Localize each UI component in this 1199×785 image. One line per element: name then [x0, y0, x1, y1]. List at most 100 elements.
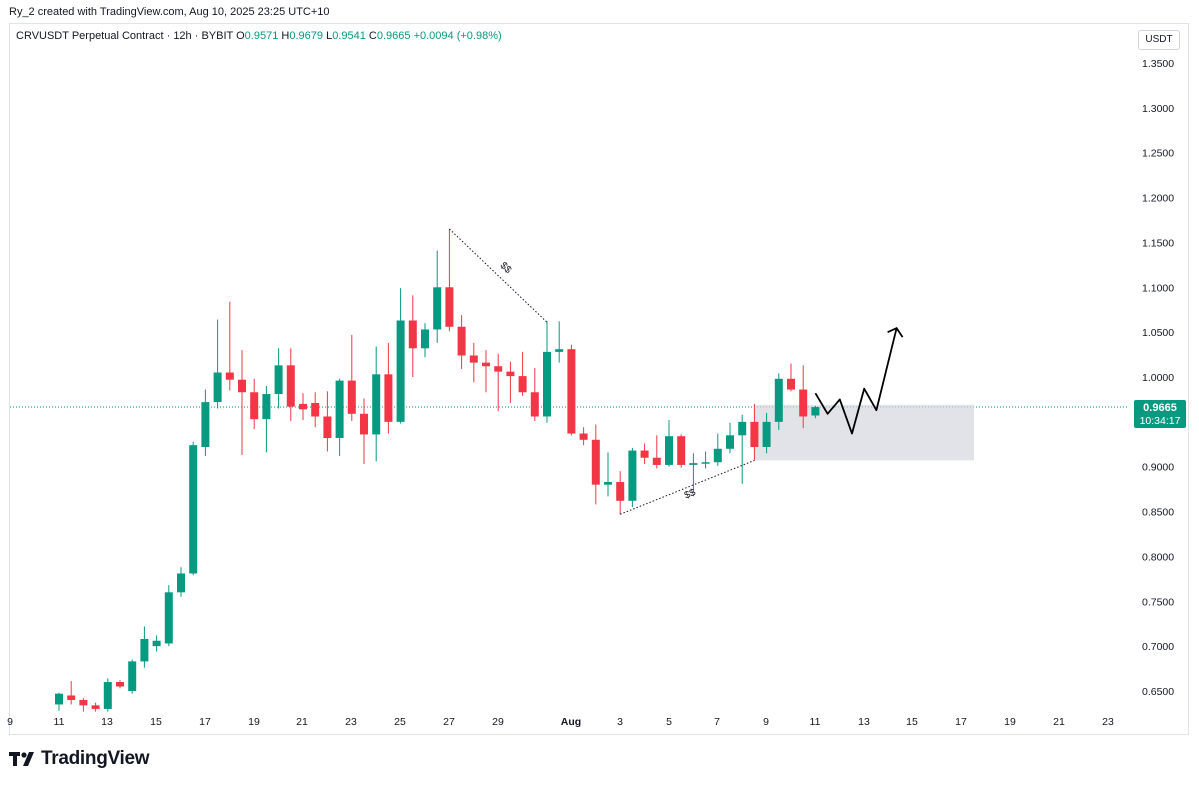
- x-tick-label: 19: [248, 716, 260, 728]
- low-label: L: [326, 30, 333, 42]
- candle-body[interactable]: [506, 371, 515, 377]
- y-tick-label: 0.8500: [1142, 507, 1174, 519]
- chart-credit: Ry_2 created with TradingView.com, Aug 1…: [9, 6, 330, 18]
- x-tick-label: 21: [296, 716, 308, 728]
- symbol-label[interactable]: CRVUSDT Perpetual Contract · 12h · BYBIT: [16, 30, 234, 42]
- candle-body[interactable]: [616, 481, 625, 501]
- candle-body[interactable]: [494, 366, 503, 372]
- candle-body[interactable]: [152, 640, 161, 647]
- candle-body[interactable]: [128, 661, 137, 691]
- last-price-tag: [1134, 400, 1186, 429]
- y-tick-label: 1.3500: [1142, 58, 1174, 70]
- x-tick-label: 11: [810, 716, 821, 728]
- candle-body[interactable]: [445, 287, 454, 327]
- x-tick-label: 5: [666, 716, 672, 728]
- candle-body[interactable]: [189, 445, 198, 574]
- x-tick-label: 23: [345, 716, 357, 728]
- liquidity-line[interactable]: [620, 459, 755, 515]
- candle-body[interactable]: [579, 433, 588, 440]
- open-label: O: [236, 30, 245, 42]
- candle-body[interactable]: [604, 481, 612, 485]
- projection-path[interactable]: [814, 327, 898, 435]
- candle-body[interactable]: [652, 457, 661, 465]
- x-tick-label: 11: [54, 716, 65, 728]
- candle-body[interactable]: [140, 638, 149, 662]
- x-tick-label: 29: [492, 716, 504, 728]
- candle-body[interactable]: [469, 355, 478, 363]
- candle-body[interactable]: [347, 380, 356, 414]
- candle-body[interactable]: [677, 436, 686, 465]
- brand-name: TradingView: [41, 748, 150, 769]
- candle-body[interactable]: [250, 392, 259, 420]
- candle-body[interactable]: [116, 682, 124, 687]
- currency-button[interactable]: USDT: [1138, 30, 1180, 50]
- candle-body[interactable]: [665, 436, 673, 465]
- candle-body[interactable]: [433, 287, 442, 330]
- close-label: C: [368, 30, 377, 42]
- x-tick-label: 9: [7, 716, 13, 728]
- candle-body[interactable]: [396, 320, 405, 422]
- candle-body[interactable]: [164, 592, 173, 644]
- candle-body[interactable]: [311, 403, 320, 417]
- candle-body[interactable]: [555, 349, 564, 352]
- candle-body[interactable]: [689, 463, 698, 465]
- tradingview-brand[interactable]: TradingView: [9, 748, 150, 770]
- y-tick-label: 1.3000: [1142, 103, 1174, 115]
- candle-body[interactable]: [67, 695, 76, 700]
- y-tick-label: 1.2000: [1142, 193, 1174, 205]
- candle-body[interactable]: [457, 326, 466, 356]
- candle-body[interactable]: [299, 403, 307, 410]
- x-tick-label: 13: [101, 716, 113, 728]
- candle-body[interactable]: [91, 705, 100, 709]
- candle-body[interactable]: [274, 365, 283, 395]
- candle-body[interactable]: [213, 372, 222, 403]
- candle-body[interactable]: [640, 450, 649, 458]
- candle-body[interactable]: [726, 435, 734, 449]
- high-value: 0.9679: [289, 30, 323, 42]
- candle-body[interactable]: [750, 421, 759, 447]
- x-tick-label: 23: [1102, 716, 1114, 728]
- candle-body[interactable]: [567, 349, 576, 434]
- candle-body[interactable]: [225, 372, 234, 380]
- demand-zone[interactable]: [754, 404, 974, 461]
- chart-frame: [9, 23, 1189, 735]
- candle-body[interactable]: [384, 374, 393, 422]
- candle-body[interactable]: [628, 450, 637, 501]
- candle-body[interactable]: [530, 392, 539, 417]
- liquidity-line[interactable]: [449, 228, 548, 323]
- candle-body[interactable]: [787, 378, 795, 390]
- candle-body[interactable]: [360, 413, 368, 435]
- candle-body[interactable]: [738, 421, 747, 436]
- candle-body[interactable]: [201, 402, 210, 447]
- candle-body[interactable]: [701, 462, 710, 464]
- x-tick-label: 21: [1053, 716, 1065, 728]
- liquidity-label: $$: [498, 260, 514, 276]
- candle-body[interactable]: [323, 416, 332, 439]
- candle-body[interactable]: [262, 394, 271, 420]
- candle-body[interactable]: [372, 374, 381, 435]
- y-tick-label: 1.2500: [1142, 148, 1174, 160]
- candle-body[interactable]: [103, 682, 112, 709]
- candle-body[interactable]: [762, 421, 771, 447]
- candle-body[interactable]: [774, 378, 783, 422]
- candle-body[interactable]: [79, 699, 88, 706]
- candle-body[interactable]: [799, 389, 808, 417]
- candle-body[interactable]: [55, 693, 63, 705]
- x-tick-label: 17: [199, 716, 211, 728]
- candle-body[interactable]: [286, 365, 295, 407]
- candle-body[interactable]: [518, 376, 527, 393]
- y-tick-label: 1.1000: [1142, 282, 1174, 294]
- candle-body[interactable]: [811, 407, 820, 416]
- candle-body[interactable]: [335, 380, 344, 439]
- y-tick-label: 0.9000: [1142, 462, 1174, 474]
- candle-body[interactable]: [482, 362, 490, 367]
- candle-body[interactable]: [177, 573, 185, 593]
- candle-body[interactable]: [238, 379, 246, 393]
- y-tick-label: 0.6500: [1142, 686, 1174, 698]
- candle-body[interactable]: [713, 448, 722, 463]
- candle-body[interactable]: [408, 320, 417, 349]
- candle-body[interactable]: [543, 351, 551, 417]
- candle-body[interactable]: [591, 439, 600, 485]
- candle-body[interactable]: [421, 329, 429, 349]
